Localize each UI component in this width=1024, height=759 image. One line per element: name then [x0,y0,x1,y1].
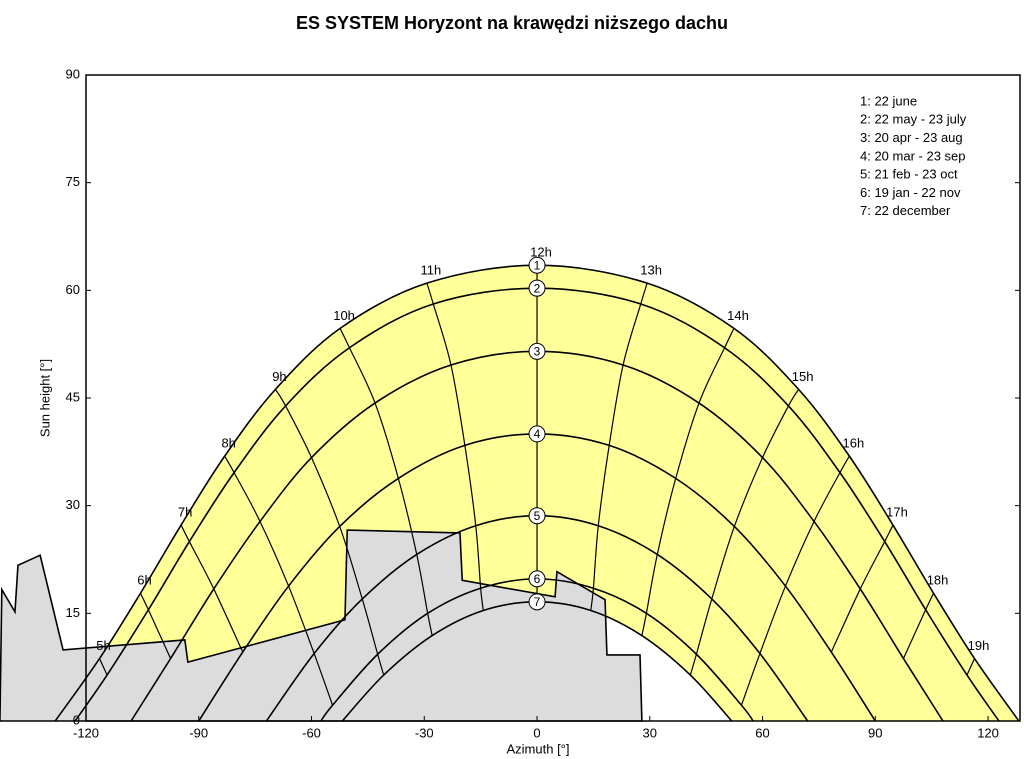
curve-badge [528,279,546,297]
x-tick-label: 0 [533,725,540,740]
x-tick-label: -60 [302,725,321,740]
curve-badge [528,570,546,588]
hour-label: 8h [221,436,235,451]
hour-line [740,455,850,706]
hour-line [224,455,334,706]
y-tick-label: 45 [66,389,80,404]
y-tick-label: 30 [66,497,80,512]
hour-label: 6h [137,573,151,588]
legend-entry: 7: 22 december [860,203,951,218]
curve-badge [528,425,546,443]
x-axis-label: Azimuth [°] [507,741,570,756]
hour-label: 9h [272,369,286,384]
y-tick-label: 0 [73,712,80,727]
hour-label: 11h [421,263,442,278]
curve-number: 2 [534,281,541,295]
legend-entry: 6: 19 jan - 22 nov [860,185,961,200]
hour-label: 5h [96,638,110,653]
curve-badge [528,507,546,525]
legend-entry: 2: 22 may - 23 july [860,112,967,127]
legend-entry: 4: 20 mar - 23 sep [860,148,966,163]
x-tick-label: -90 [189,725,208,740]
x-tick-label: 120 [977,725,999,740]
x-tick-label: 60 [755,725,769,740]
curve-number: 3 [534,345,541,359]
x-tick-label: 90 [868,725,882,740]
curve-number: 1 [534,258,541,272]
y-tick-label: 90 [66,66,80,81]
hour-label: 17h [886,504,908,519]
curve-number: 7 [534,595,541,609]
hour-line [966,658,976,676]
hour-label: 14h [727,308,749,323]
hour-label: 19h [968,638,990,653]
hour-label: 15h [792,369,814,384]
curve-number: 4 [534,427,541,441]
chart-title: ES SYSTEM Horyzont na krawędzi niższego … [296,13,728,33]
curve-badge [528,342,546,360]
hour-label: 7h [178,504,192,519]
x-tick-label: -30 [415,725,434,740]
y-axis-label: Sun height [°] [37,359,52,437]
x-tick-label: 30 [643,725,657,740]
hour-line [830,524,894,653]
y-tick-label: 15 [66,605,80,620]
legend-entry: 3: 20 apr - 23 aug [860,130,963,145]
curve-badge [528,593,546,611]
hour-label: 12h [530,245,552,260]
hour-label: 13h [640,263,662,278]
y-tick-label: 75 [66,174,80,189]
hour-label: 16h [843,436,865,451]
curve-badge [528,256,546,274]
curve-number: 5 [534,509,541,523]
hour-line [98,658,108,676]
legend-entry: 1: 22 june [860,93,917,108]
plot-layer: 5h 6h 7h 8h 9h 10h 11h 12h 13h 14h 15h 16h 17h 18h 19h… [0,245,1020,722]
hour-line [180,524,244,653]
hour-label: 10h [333,308,355,323]
curve-number: 6 [534,572,541,586]
hour-label: 18h [927,573,949,588]
legend-entry: 5: 21 feb - 23 oct [860,167,958,182]
y-tick-label: 60 [66,282,80,297]
x-tick-label: -120 [73,725,99,740]
